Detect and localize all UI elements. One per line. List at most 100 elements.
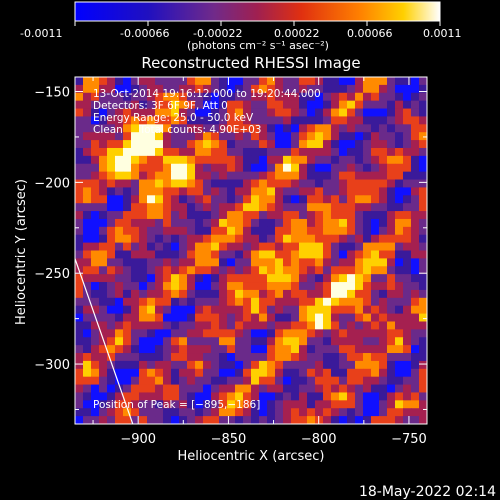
heatmap-cell <box>403 416 412 424</box>
heatmap-cell <box>379 400 388 409</box>
heatmap-cell <box>243 211 252 220</box>
heatmap-cell <box>379 77 388 86</box>
heatmap-cell <box>123 242 132 251</box>
heatmap-cell <box>355 77 364 86</box>
heatmap-cell <box>187 242 196 251</box>
heatmap-cell <box>347 297 356 307</box>
heatmap-cell <box>91 155 100 165</box>
heatmap-cell <box>267 163 276 173</box>
heatmap-cell <box>123 392 132 401</box>
heatmap-cell <box>347 171 356 180</box>
heatmap-cell <box>139 400 148 409</box>
heatmap-cell <box>267 187 276 196</box>
heatmap-cell <box>267 392 276 401</box>
heatmap-cell <box>275 234 284 244</box>
heatmap-cell <box>195 242 204 251</box>
heatmap-cell <box>411 353 420 362</box>
heatmap-cell <box>395 313 404 322</box>
heatmap-cell <box>403 218 412 228</box>
heatmap-cell <box>123 132 132 141</box>
heatmap-cell <box>235 195 244 204</box>
heatmap-cell <box>371 289 380 299</box>
heatmap-cell <box>163 313 172 322</box>
heatmap-cell <box>379 163 388 173</box>
heatmap-cell <box>147 321 156 330</box>
heatmap-cell <box>403 266 412 275</box>
heatmap-cell <box>123 171 132 180</box>
heatmap-cell <box>355 337 364 346</box>
heatmap-cell <box>315 416 324 424</box>
heatmap-cell <box>371 218 380 228</box>
heatmap-cell <box>147 155 156 165</box>
heatmap-cell <box>419 179 427 188</box>
heatmap-cell <box>235 408 244 417</box>
heatmap-cell <box>395 116 404 125</box>
heatmap-cell <box>275 218 284 228</box>
heatmap-cell <box>331 313 340 322</box>
heatmap-cell <box>395 211 404 220</box>
heatmap-cell <box>395 384 404 393</box>
heatmap-cell <box>363 337 372 346</box>
heatmap-cell <box>419 187 427 196</box>
heatmap-cell <box>147 353 156 362</box>
heatmap-cell <box>115 108 124 117</box>
heatmap-cell <box>179 147 188 157</box>
heatmap-cell <box>275 392 284 401</box>
heatmap-cell <box>83 321 92 330</box>
heatmap-cell <box>307 242 316 251</box>
heatmap-cell <box>323 108 332 117</box>
heatmap-cell <box>419 360 427 370</box>
heatmap-cell <box>323 147 332 157</box>
heatmap-cell <box>339 218 348 228</box>
heatmap-cell <box>347 345 356 354</box>
heatmap-cell <box>419 211 427 220</box>
heatmap-cell <box>403 84 412 94</box>
heatmap-cell <box>83 234 92 244</box>
heatmap-cell <box>275 140 284 149</box>
heatmap-cell <box>235 203 244 212</box>
heatmap-cell <box>307 400 316 409</box>
heatmap-cell <box>139 266 148 275</box>
heatmap-cell <box>139 187 148 196</box>
heatmap-cell <box>419 163 427 173</box>
heatmap-cell <box>419 218 427 228</box>
heatmap-cell <box>275 116 284 125</box>
heatmap-cell <box>419 100 427 109</box>
heatmap-cell <box>235 100 244 109</box>
heatmap-cell <box>371 368 380 378</box>
heatmap-cell <box>299 155 308 165</box>
heatmap-cell <box>83 179 92 188</box>
heatmap-cell <box>419 147 427 157</box>
heatmap-cell <box>155 408 164 417</box>
heatmap-cell <box>267 289 276 299</box>
heatmap-cell <box>235 179 244 188</box>
heatmap-cell <box>267 353 276 362</box>
heatmap-cell <box>91 408 100 417</box>
heatmap-cell <box>91 84 100 94</box>
heatmap-cell <box>315 179 324 188</box>
heatmap-cell <box>211 132 220 141</box>
heatmap-cell <box>395 147 404 157</box>
heatmap-cell <box>163 163 172 173</box>
heatmap-cell <box>355 124 364 133</box>
heatmap-cell <box>251 416 260 424</box>
heatmap-cell <box>331 195 340 204</box>
heatmap-cell <box>91 108 100 117</box>
heatmap-cell <box>91 226 100 236</box>
heatmap-cell <box>299 124 308 133</box>
heatmap-cell <box>259 100 268 109</box>
heatmap-cell <box>379 179 388 188</box>
heatmap-cell <box>203 313 212 322</box>
heatmap-cell <box>131 116 140 125</box>
heatmap-cell <box>331 218 340 228</box>
heatmap-cell <box>107 266 116 275</box>
heatmap-cell <box>227 400 236 409</box>
heatmap-cell <box>83 337 92 346</box>
heatmap-cell <box>227 124 236 133</box>
heatmap-cell <box>331 337 340 346</box>
heatmap-cell <box>187 179 196 188</box>
heatmap-cell <box>131 132 140 141</box>
heatmap-cell <box>403 258 412 267</box>
heatmap-cell <box>91 392 100 401</box>
heatmap-cell <box>347 408 356 417</box>
